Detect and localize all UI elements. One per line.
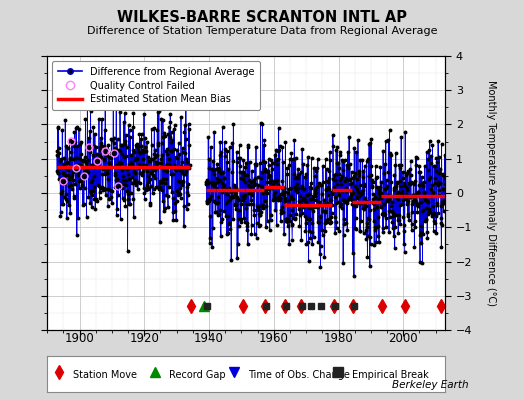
Text: 1940: 1940 bbox=[194, 332, 224, 344]
Text: Time of Obs. Change: Time of Obs. Change bbox=[248, 370, 350, 380]
Text: 1920: 1920 bbox=[129, 332, 159, 344]
Text: Record Gap: Record Gap bbox=[169, 370, 225, 380]
Text: 1900: 1900 bbox=[64, 332, 94, 344]
Text: 2000: 2000 bbox=[388, 332, 418, 344]
Text: 1980: 1980 bbox=[324, 332, 353, 344]
Text: 1960: 1960 bbox=[259, 332, 289, 344]
Legend: Difference from Regional Average, Quality Control Failed, Estimated Station Mean: Difference from Regional Average, Qualit… bbox=[52, 61, 260, 110]
Text: Station Move: Station Move bbox=[73, 370, 137, 380]
Text: WILKES-BARRE SCRANTON INTL AP: WILKES-BARRE SCRANTON INTL AP bbox=[117, 10, 407, 25]
Y-axis label: Monthly Temperature Anomaly Difference (°C): Monthly Temperature Anomaly Difference (… bbox=[486, 80, 496, 306]
Text: Berkeley Earth: Berkeley Earth bbox=[392, 380, 469, 390]
Text: Empirical Break: Empirical Break bbox=[352, 370, 429, 380]
Text: Difference of Station Temperature Data from Regional Average: Difference of Station Temperature Data f… bbox=[87, 26, 437, 36]
